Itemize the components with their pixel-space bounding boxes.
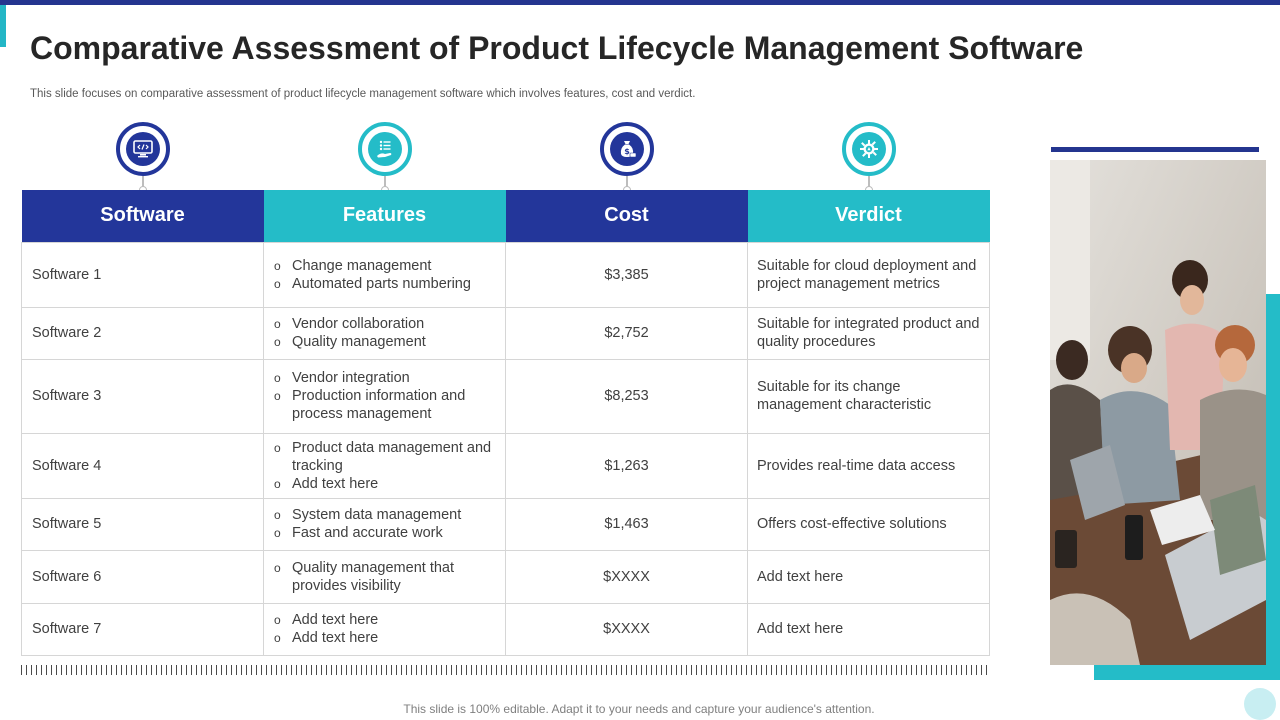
features-icon-marker [358, 122, 412, 194]
table-row: Software 5 System data management Fast a… [21, 497, 990, 551]
features-cell: Quality management that provides visibil… [263, 549, 506, 604]
features-cell: Vendor collaboration Quality management [263, 306, 506, 360]
cost-value: $1,463 [505, 497, 748, 551]
table-row: Software 6 Quality management that provi… [21, 549, 990, 604]
feature-item: Add text here [274, 629, 497, 647]
verdict-text: Offers cost-effective solutions [747, 497, 990, 551]
corner-decorative-circle [1244, 688, 1276, 720]
hand-list-icon [368, 132, 402, 166]
verdict-text: Add text here [747, 549, 990, 604]
feature-item: Quality management [274, 333, 497, 351]
verdict-text: Add text here [747, 602, 990, 656]
feature-item: Quality management that provides visibil… [274, 559, 497, 595]
header-software: Software [21, 190, 264, 242]
table-header-row: Software Features Cost Verdict [21, 190, 990, 242]
cost-value: $1,263 [505, 432, 748, 499]
feature-item: Automated parts numbering [274, 275, 497, 293]
header-cost: Cost [505, 190, 748, 242]
cost-value: $3,385 [505, 241, 748, 308]
slide-title: Comparative Assessment of Product Lifecy… [30, 30, 1084, 66]
software-name: Software 4 [21, 432, 264, 499]
feature-item: Vendor integration [274, 369, 497, 387]
cost-value: $XXXX [505, 549, 748, 604]
comparison-table: Software Features Cost Verdict Software … [21, 190, 990, 656]
left-accent-bar [0, 5, 6, 47]
team-meeting-photo [1050, 160, 1266, 665]
feature-item: System data management [274, 506, 497, 524]
verdict-text: Suitable for integrated product and qual… [747, 306, 990, 360]
feature-item: Vendor collaboration [274, 315, 497, 333]
header-features: Features [263, 190, 506, 242]
table-row: Software 7 Add text here Add text here $… [21, 602, 990, 656]
header-verdict: Verdict [747, 190, 990, 242]
slide-subtitle: This slide focuses on comparative assess… [30, 88, 696, 100]
monitor-code-icon [126, 132, 160, 166]
table-row: Software 4 Product data management and t… [21, 432, 990, 499]
features-cell: Add text here Add text here [263, 602, 506, 656]
software-name: Software 7 [21, 602, 264, 656]
cost-value: $XXXX [505, 602, 748, 656]
software-icon-marker [116, 122, 170, 194]
verdict-icon-marker [842, 122, 896, 194]
feature-item: Change management [274, 257, 497, 275]
image-accent-line [1051, 147, 1259, 152]
top-accent-bar [0, 0, 1280, 5]
table-row: Software 1 Change management Automated p… [21, 241, 990, 308]
features-cell: Vendor integration Production informatio… [263, 358, 506, 434]
software-name: Software 1 [21, 241, 264, 308]
software-name: Software 2 [21, 306, 264, 360]
cost-value: $2,752 [505, 306, 748, 360]
feature-item: Add text here [274, 611, 497, 629]
svg-text:$: $ [624, 147, 630, 156]
verdict-text: Suitable for cloud deployment and projec… [747, 241, 990, 308]
money-bag-icon: $ [610, 132, 644, 166]
decorative-tick-strip [21, 665, 989, 675]
features-cell: Product data management and tracking Add… [263, 432, 506, 499]
feature-item: Product data management and tracking [274, 439, 497, 475]
software-name: Software 6 [21, 549, 264, 604]
slide-footer-note: This slide is 100% editable. Adapt it to… [403, 702, 875, 716]
feature-item: Fast and accurate work [274, 524, 497, 542]
table-row: Software 2 Vendor collaboration Quality … [21, 306, 990, 360]
cost-icon-marker: $ [600, 122, 654, 194]
software-name: Software 5 [21, 497, 264, 551]
feature-item: Production information and process manag… [274, 387, 497, 423]
verdict-text: Suitable for its change management chara… [747, 358, 990, 434]
software-name: Software 3 [21, 358, 264, 434]
gear-cog-icon [852, 132, 886, 166]
features-cell: System data management Fast and accurate… [263, 497, 506, 551]
cost-value: $8,253 [505, 358, 748, 434]
feature-item: Add text here [274, 475, 497, 493]
table-row: Software 3 Vendor integration Production… [21, 358, 990, 434]
verdict-text: Provides real-time data access [747, 432, 990, 499]
features-cell: Change management Automated parts number… [263, 241, 506, 308]
